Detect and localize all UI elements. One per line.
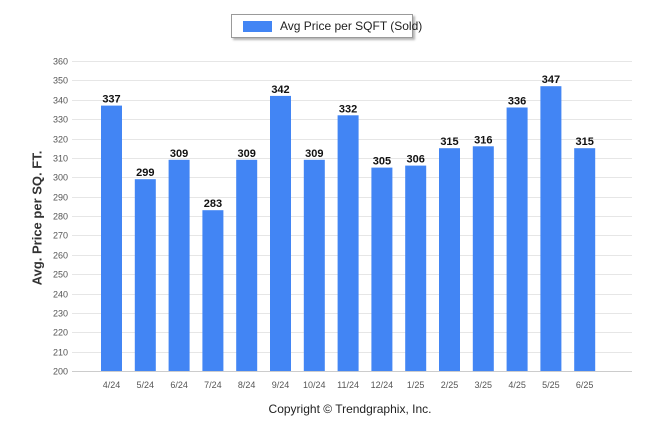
x-tick-label: 2/25 <box>441 380 459 390</box>
data-label: 283 <box>204 198 222 210</box>
data-label: 332 <box>339 103 357 115</box>
data-label: 347 <box>542 74 560 86</box>
x-tick-label: 6/25 <box>576 380 594 390</box>
bar[interactable] <box>168 159 190 371</box>
y-tick-label: 220 <box>53 328 68 338</box>
bar[interactable] <box>134 179 156 371</box>
bar[interactable] <box>202 210 224 371</box>
data-label: 309 <box>305 148 323 160</box>
y-tick-label: 210 <box>53 348 68 358</box>
bar[interactable] <box>574 148 596 371</box>
x-tick-label: 7/24 <box>204 380 222 390</box>
y-tick-label: 300 <box>53 173 68 183</box>
legend-label: Avg Price per SQFT (Sold) <box>280 19 423 33</box>
y-tick-label: 330 <box>53 115 68 125</box>
y-tick-label: 270 <box>53 231 68 241</box>
y-tick-label: 260 <box>53 251 68 261</box>
y-tick-label: 360 <box>53 57 68 67</box>
data-label: 299 <box>136 167 154 179</box>
x-tick-label: 5/25 <box>542 380 560 390</box>
copyright-text: Copyright © Trendgraphix, Inc. <box>268 402 432 416</box>
x-tick-label: 12/24 <box>371 380 394 390</box>
bar[interactable] <box>303 159 325 371</box>
data-label: 316 <box>474 134 492 146</box>
y-tick-label: 280 <box>53 212 68 222</box>
x-tick-label: 9/24 <box>272 380 290 390</box>
bar[interactable] <box>540 86 562 371</box>
bar[interactable] <box>506 107 528 372</box>
legend-swatch <box>243 21 272 32</box>
bar[interactable] <box>337 115 359 372</box>
data-label: 306 <box>407 154 425 166</box>
y-tick-label: 230 <box>53 309 68 319</box>
y-tick-label: 310 <box>53 154 68 164</box>
data-label: 342 <box>271 84 289 96</box>
bar[interactable] <box>371 167 393 371</box>
x-tick-label: 10/24 <box>303 380 326 390</box>
y-axis-title: Avg. Price per SQ. FT. <box>29 150 45 286</box>
x-tick-label: 3/25 <box>475 380 493 390</box>
data-label: 337 <box>102 94 120 106</box>
bar[interactable] <box>236 159 258 371</box>
x-tick-label: 8/24 <box>238 380 256 390</box>
data-label: 309 <box>238 148 256 160</box>
y-tick-label: 250 <box>53 270 68 280</box>
data-label: 315 <box>440 136 458 148</box>
bar[interactable] <box>472 146 494 372</box>
legend[interactable]: Avg Price per SQFT (Sold) <box>231 14 422 38</box>
bar[interactable] <box>439 148 460 371</box>
y-tick-label: 340 <box>53 96 68 106</box>
bar[interactable] <box>270 95 291 372</box>
data-label: 305 <box>373 156 391 168</box>
bar[interactable] <box>405 165 427 371</box>
x-tick-label: 6/24 <box>170 380 188 390</box>
x-tick-label: 4/25 <box>508 380 526 390</box>
x-tick-label: 11/24 <box>337 380 359 390</box>
x-tick-label: 4/24 <box>103 380 121 390</box>
y-tick-label: 240 <box>53 290 68 300</box>
x-tick-label: 5/24 <box>137 380 155 390</box>
data-label: 315 <box>576 136 594 148</box>
data-label: 309 <box>170 148 188 160</box>
bar[interactable] <box>101 105 122 371</box>
y-tick-label: 290 <box>53 193 68 203</box>
y-tick-label: 200 <box>53 367 68 377</box>
x-tick-label: 1/25 <box>407 380 425 390</box>
y-tick-label: 350 <box>53 76 68 86</box>
data-label: 336 <box>508 96 526 108</box>
y-tick-label: 320 <box>53 135 68 145</box>
